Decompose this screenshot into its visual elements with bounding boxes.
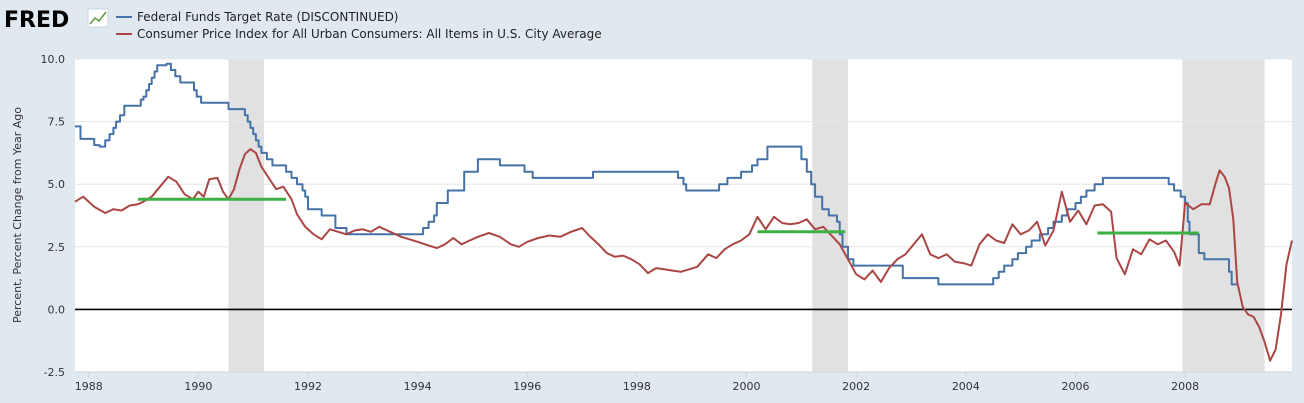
x-tick-label: 2004 <box>952 380 980 393</box>
y-tick-label: 10.0 <box>41 53 66 66</box>
recession-band-0 <box>228 59 265 372</box>
x-tick-label: 1990 <box>184 380 212 393</box>
marker-lines <box>138 197 1199 235</box>
x-tick-label: 2000 <box>733 380 761 393</box>
legend-label-fed-funds: Federal Funds Target Rate (DISCONTINUED) <box>137 10 399 24</box>
x-tick-label: 2002 <box>842 380 870 393</box>
x-tick-label: 1994 <box>404 380 432 393</box>
recession-band-2 <box>1182 59 1265 372</box>
recession-bands <box>228 59 1265 372</box>
chart-logo-icon <box>87 8 109 28</box>
y-tick-label: -2.5 <box>44 366 65 379</box>
x-tick-label: 1996 <box>513 380 541 393</box>
y-axis-ticks: -2.5 0.0 2.5 5.0 7.5 10.0 <box>41 53 66 379</box>
y-axis-label: Percent, Percent Change from Year Ago <box>11 107 24 323</box>
y-tick-label: 7.5 <box>48 116 66 129</box>
x-tick-label: 2008 <box>1171 380 1199 393</box>
series-line-cpi <box>74 148 1293 362</box>
y-tick-label: 5.0 <box>48 178 66 191</box>
fred-logo-text: FRED <box>4 8 69 33</box>
x-axis-ticks: 1988 1990 1992 1994 1996 1998 2000 2002 2004 2006… <box>75 371 1292 393</box>
series-lines <box>74 62 1293 362</box>
y-tick-label: 2.5 <box>48 241 66 254</box>
x-tick-label: 2006 <box>1061 380 1089 393</box>
y-tick-label: 0.0 <box>48 303 66 316</box>
x-tick-label: 1998 <box>623 380 651 393</box>
legend-label-cpi: Consumer Price Index for All Urban Consu… <box>137 27 602 41</box>
x-tick-label: 1988 <box>75 380 103 393</box>
fred-logo[interactable]: FRED <box>4 8 109 33</box>
x-tick-label: 1992 <box>294 380 322 393</box>
legend: Federal Funds Target Rate (DISCONTINUED)… <box>116 10 602 41</box>
series-line-fed-funds <box>75 62 1239 286</box>
